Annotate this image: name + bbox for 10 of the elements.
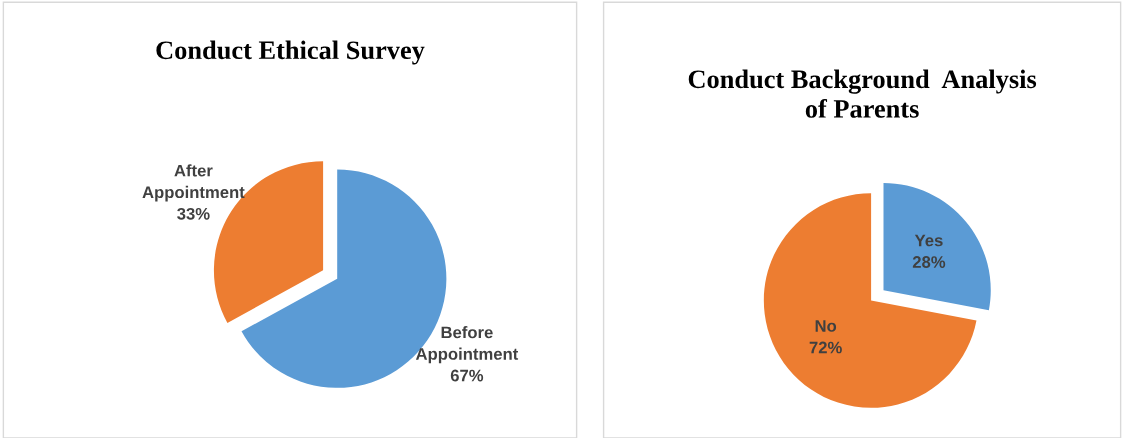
data-label: 33% — [177, 207, 210, 220]
chart-title: Conduct Ethical Survey — [156, 40, 425, 65]
slice-label: Yes — [914, 234, 943, 247]
chart-title: Conduct Background Analysis of Parents — [688, 69, 1037, 118]
data-label: 67% — [450, 369, 484, 382]
data-label: 28% — [912, 256, 946, 268]
slice-label: After Appointment — [142, 164, 245, 202]
data-label: 72% — [809, 341, 842, 354]
slice-label: No — [815, 320, 837, 332]
slice-label: Before Appointment — [415, 326, 519, 364]
